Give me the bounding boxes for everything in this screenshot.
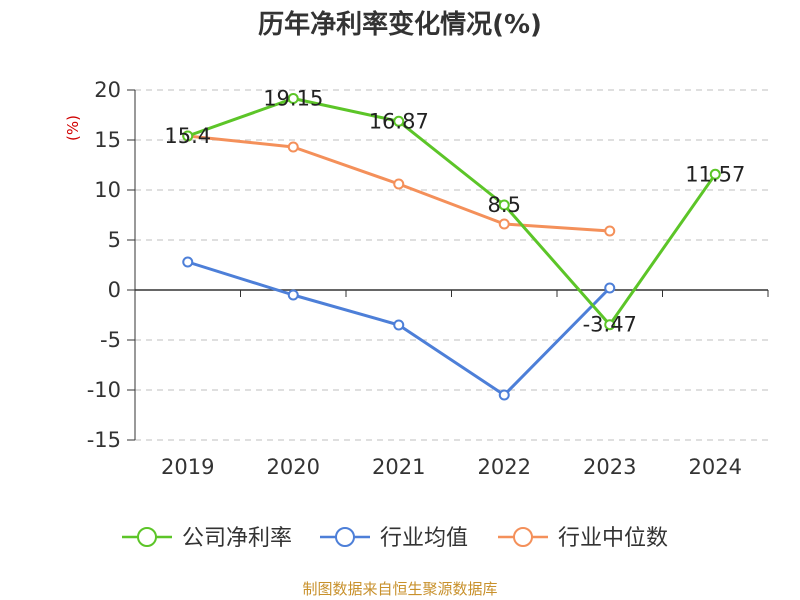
y-tick-label: -15 bbox=[87, 428, 121, 452]
x-tick-label: 2022 bbox=[478, 455, 531, 479]
data-point bbox=[498, 199, 510, 211]
data-point bbox=[604, 282, 616, 294]
data-point bbox=[393, 115, 405, 127]
legend-item: 行业中位数 bbox=[498, 526, 668, 551]
grid-lines bbox=[135, 89, 768, 441]
x-tick-label: 2020 bbox=[267, 455, 320, 479]
y-tick-label: 0 bbox=[108, 278, 121, 302]
data-label: -3.47 bbox=[583, 313, 637, 337]
data-label: 15.4 bbox=[164, 124, 211, 148]
legend-item: 行业均值 bbox=[320, 526, 468, 551]
y-tick-label: -10 bbox=[87, 378, 121, 402]
y-tick-label: 5 bbox=[108, 228, 121, 252]
x-tick-label: 2021 bbox=[372, 455, 425, 479]
data-point bbox=[393, 178, 405, 190]
data-point bbox=[498, 218, 510, 230]
data-point bbox=[498, 389, 510, 401]
series-lines bbox=[182, 93, 721, 401]
axes bbox=[127, 89, 769, 441]
data-labels: 15.4 19.15 16.87 8.5 -3.47 11.57 bbox=[164, 87, 745, 337]
legend-marker bbox=[513, 527, 533, 547]
y-tick-label: -5 bbox=[100, 328, 121, 352]
data-point bbox=[604, 319, 616, 331]
legend-label: 行业均值 bbox=[380, 526, 468, 551]
data-label: 16.87 bbox=[369, 109, 429, 133]
data-label: 11.57 bbox=[685, 162, 745, 186]
x-tick-labels: 2019 2020 2021 2022 2023 2024 bbox=[161, 455, 742, 479]
x-tick-label: 2023 bbox=[583, 455, 636, 479]
data-point bbox=[182, 130, 194, 142]
data-point bbox=[287, 289, 299, 301]
series-line bbox=[187, 97, 717, 327]
data-point bbox=[287, 93, 299, 104]
y-tick-labels: 20 15 10 5 0 -5 -10 -15 bbox=[87, 78, 121, 452]
legend-item: 公司净利率 bbox=[122, 526, 292, 551]
legend: 公司净利率 行业均值 行业中位数 bbox=[122, 526, 668, 551]
y-tick-label: 15 bbox=[94, 128, 121, 152]
y-tick-label: 10 bbox=[94, 178, 121, 202]
chart-title: 历年净利率变化情况(%) bbox=[258, 10, 542, 40]
legend-marker bbox=[335, 527, 355, 547]
x-tick-label: 2019 bbox=[161, 455, 214, 479]
data-point bbox=[182, 256, 194, 268]
data-point bbox=[287, 141, 299, 153]
data-label: 19.15 bbox=[263, 87, 323, 111]
y-tick-label: 20 bbox=[94, 78, 121, 102]
data-label: 8.5 bbox=[488, 193, 521, 217]
data-point bbox=[393, 319, 405, 331]
data-source-note: 制图数据来自恒生聚源数据库 bbox=[302, 580, 498, 598]
data-point bbox=[604, 225, 616, 237]
y-axis-label: (%) bbox=[64, 115, 82, 141]
legend-label: 行业中位数 bbox=[558, 526, 668, 551]
data-point bbox=[709, 168, 721, 180]
legend-marker bbox=[137, 527, 157, 547]
legend-label: 公司净利率 bbox=[182, 526, 292, 551]
x-tick-label: 2024 bbox=[689, 455, 742, 479]
